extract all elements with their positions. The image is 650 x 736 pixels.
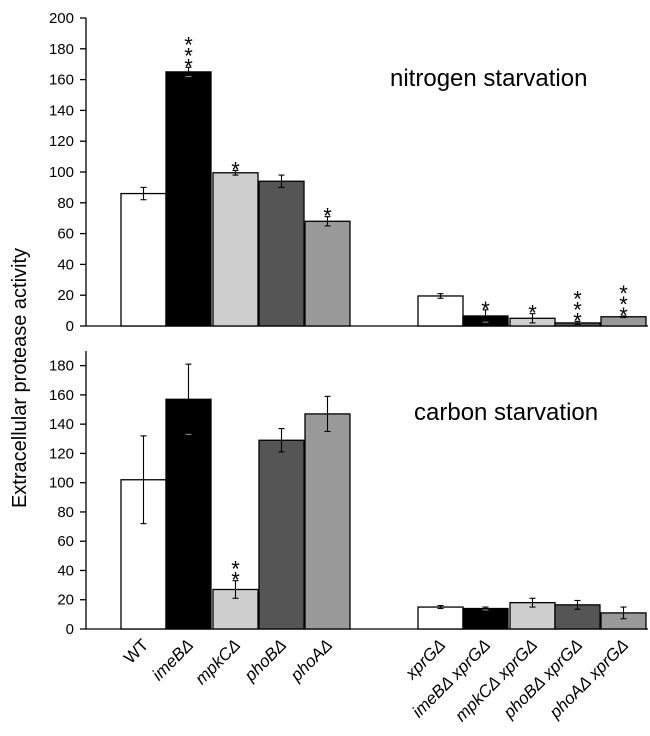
- bar-imeBΔ: [165, 398, 212, 630]
- significance-star: *: [619, 281, 628, 306]
- panel-1: 0 20 40 60 80 100 120 140 160 180 ** carbon starvat…: [49, 351, 648, 638]
- significance-star: *: [184, 43, 193, 68]
- y-tick-label: 40: [57, 562, 74, 579]
- bar-phoBΔ: [258, 439, 305, 630]
- significance-star: *: [231, 568, 240, 593]
- x-category-label: phoAΔ xprGΔ: [545, 635, 632, 722]
- x-category-label: phoAΔ: [286, 635, 336, 685]
- x-category-label: mpkCΔ: [191, 635, 244, 688]
- y-tick-label: 60: [57, 226, 74, 243]
- y-tick-label: 120: [49, 133, 74, 150]
- x-category-label: imeBΔ: [148, 635, 197, 684]
- y-tick-label: 0: [66, 318, 74, 335]
- y-tick-label: 80: [57, 504, 74, 521]
- bar-xprGΔ: [417, 606, 464, 630]
- panel-title: carbon starvation: [414, 399, 598, 426]
- bar-phoAΔ: [304, 220, 351, 327]
- y-tick-label: 60: [57, 533, 74, 550]
- significance-star: *: [528, 301, 537, 326]
- panel-title: nitrogen starvation: [390, 65, 587, 92]
- y-tick-label: 100: [49, 164, 74, 181]
- x-category-label: WT: [120, 635, 152, 667]
- significance-star: *: [573, 297, 582, 322]
- significance-star: *: [184, 32, 193, 57]
- x-category-label: phoBΔ xprGΔ: [499, 635, 586, 722]
- y-tick-label: 180: [49, 358, 74, 375]
- y-axis-label: Extracellular protease activity: [9, 248, 31, 508]
- y-tick-label: 140: [49, 416, 74, 433]
- y-tick-label: 80: [57, 195, 74, 212]
- y-tick-label: 20: [57, 592, 74, 609]
- y-tick-label: 40: [57, 256, 74, 273]
- y-tick-label: 180: [49, 41, 74, 58]
- significance-star: *: [619, 292, 628, 317]
- y-tick-label: 160: [49, 72, 74, 89]
- bar-WT: [120, 192, 167, 327]
- x-category-label: phoBΔ: [240, 635, 290, 685]
- bar-mpkCΔ: [212, 172, 259, 327]
- significance-star: *: [323, 204, 332, 229]
- significance-star: *: [573, 286, 582, 311]
- y-tick-label: 100: [49, 475, 74, 492]
- bar-imeBΔ-xprGΔ: [462, 607, 509, 630]
- y-tick-label: 140: [49, 102, 74, 119]
- bar-phoAΔ: [304, 413, 351, 630]
- significance-star: *: [573, 308, 582, 333]
- bar-imeBΔ: [165, 71, 212, 327]
- y-tick-label: 20: [57, 287, 74, 304]
- y-tick-label: 200: [49, 10, 74, 27]
- significance-star: *: [231, 157, 240, 182]
- significance-star: *: [481, 297, 490, 322]
- significance-star: *: [619, 303, 628, 328]
- bar-phoBΔ: [258, 180, 305, 327]
- significance-star: *: [184, 54, 193, 79]
- significance-star: *: [231, 557, 240, 582]
- y-tick-label: 120: [49, 445, 74, 462]
- bar-xprGΔ: [417, 295, 464, 327]
- y-tick-label: 160: [49, 387, 74, 404]
- y-tick-label: 0: [66, 621, 74, 638]
